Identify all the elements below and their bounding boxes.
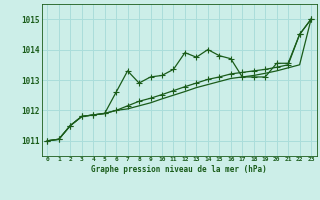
X-axis label: Graphe pression niveau de la mer (hPa): Graphe pression niveau de la mer (hPa) [91, 165, 267, 174]
